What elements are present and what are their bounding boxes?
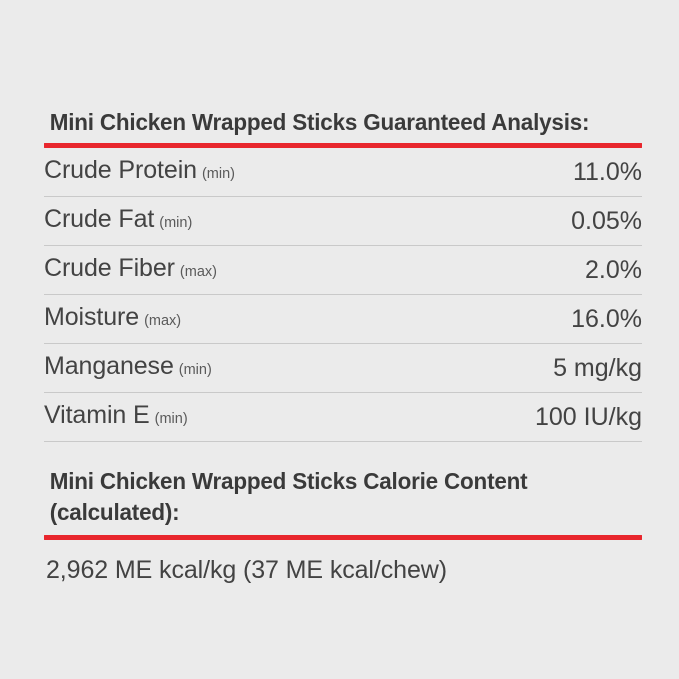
guaranteed-analysis-title: Mini Chicken Wrapped Sticks Guaranteed A… — [49, 109, 590, 135]
table-row: Crude Fat (min) 0.05% — [44, 196, 642, 246]
nutrient-qualifier: (min) — [154, 411, 188, 427]
amount-cell: 11.0% — [343, 148, 642, 197]
nutrient-qualifier: (max) — [179, 264, 217, 280]
nutrient-cell: Crude Protein (min) — [44, 148, 343, 197]
accent-rule-guaranteed-analysis — [44, 143, 642, 148]
amount-cell: 5 mg/kg — [343, 343, 642, 393]
nutrient-cell: Vitamin E (min) — [44, 392, 343, 442]
nutrient-cell: Crude Fat (min) — [44, 196, 343, 246]
table-row: Crude Protein (min) 11.0% — [44, 148, 642, 197]
nutrient-label: Moisture — [44, 303, 140, 331]
nutrient-label: Crude Protein — [44, 156, 197, 184]
nutrient-qualifier: (max) — [144, 313, 182, 329]
amount-cell: 0.05% — [343, 196, 642, 246]
amount-cell: 100 IU/kg — [343, 392, 642, 442]
amount-cell: 16.0% — [343, 294, 642, 344]
table-row: Crude Fiber (max) 2.0% — [44, 245, 642, 295]
nutrient-label: Vitamin E — [44, 401, 150, 429]
calorie-content-section: Mini Chicken Wrapped Sticks Calorie Cont… — [44, 466, 642, 592]
nutrient-cell: Moisture (max) — [44, 294, 343, 344]
accent-rule-calorie-content — [44, 535, 642, 540]
nutrient-qualifier: (min) — [201, 166, 235, 182]
nutrient-label: Manganese — [44, 352, 174, 380]
table-row: Moisture (max) 16.0% — [44, 294, 642, 344]
nutrient-cell: Crude Fiber (max) — [44, 245, 343, 295]
nutrient-qualifier: (min) — [178, 362, 212, 378]
calorie-content-title-line1: Mini Chicken Wrapped Sticks Calorie Cont… — [49, 468, 528, 494]
guaranteed-analysis-table: Crude Protein (min) 11.0% Crude Fat (min) … — [44, 148, 642, 442]
amount-cell: 2.0% — [343, 245, 642, 295]
calorie-content-value: 2,962 ME kcal/kg (37 ME kcal/chew) — [46, 556, 447, 584]
calorie-content-title-line2: (calculated): — [49, 499, 180, 525]
guaranteed-analysis-section: Mini Chicken Wrapped Sticks Guaranteed A… — [44, 108, 642, 442]
nutrient-qualifier: (min) — [159, 215, 193, 231]
table-row: Vitamin E (min) 100 IU/kg — [44, 392, 642, 442]
calorie-content-title: Mini Chicken Wrapped Sticks Calorie Cont… — [44, 466, 585, 528]
nutrient-label: Crude Fiber — [44, 254, 175, 282]
table-row: Manganese (min) 5 mg/kg — [44, 343, 642, 393]
nutrient-label: Crude Fat — [44, 205, 155, 233]
nutrient-cell: Manganese (min) — [44, 343, 343, 393]
